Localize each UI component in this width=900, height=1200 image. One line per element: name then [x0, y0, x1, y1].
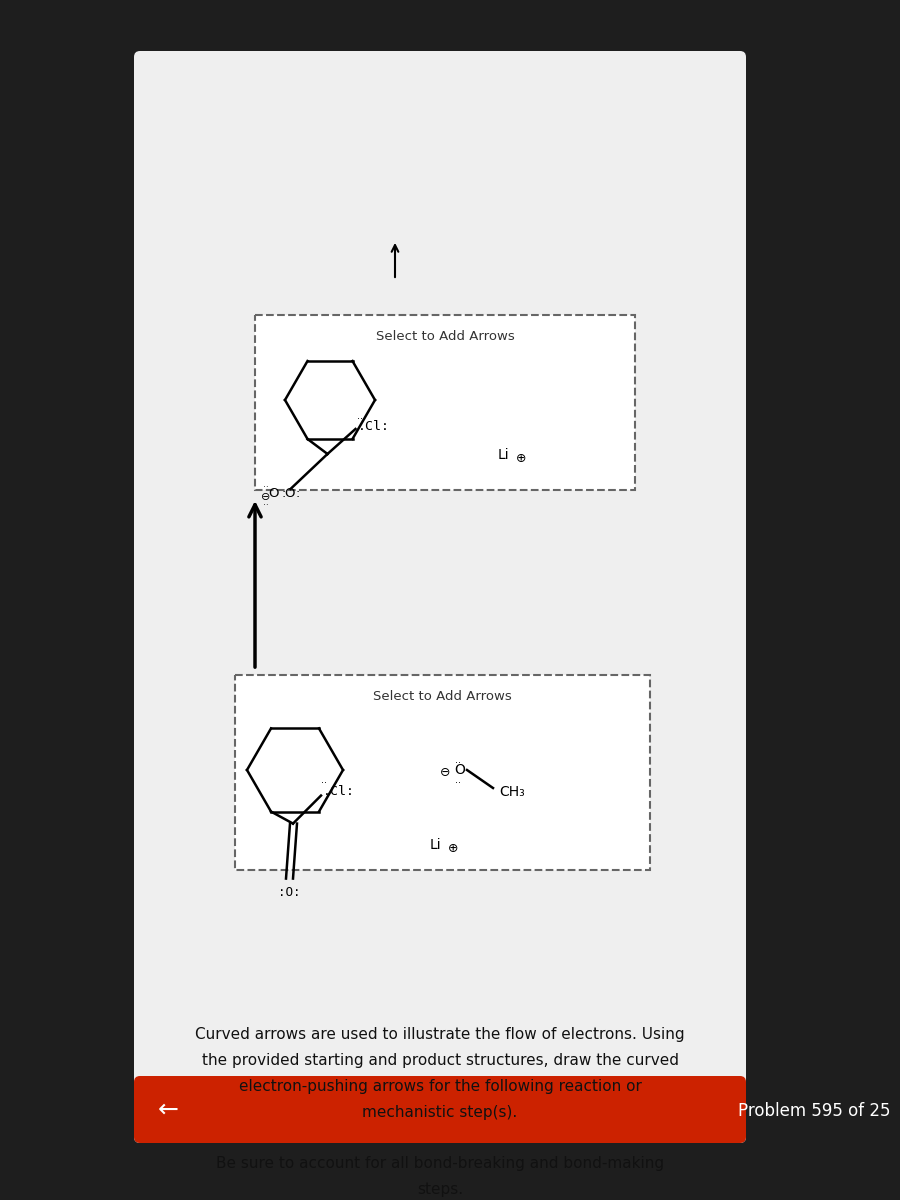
FancyBboxPatch shape — [134, 50, 746, 1142]
Text: .Cl:: .Cl: — [357, 420, 390, 433]
Text: ..: .. — [321, 774, 327, 785]
Text: Curved arrows are used to illustrate the flow of electrons. Using: Curved arrows are used to illustrate the… — [195, 1027, 685, 1042]
Text: O: O — [454, 763, 465, 778]
Text: Select to Add Arrows: Select to Add Arrows — [374, 690, 512, 703]
Text: O: O — [284, 487, 295, 500]
Text: Select to Add Arrows: Select to Add Arrows — [375, 330, 515, 343]
Text: ←: ← — [158, 1098, 179, 1122]
Text: ..: .. — [455, 775, 461, 785]
Text: ..: .. — [455, 755, 461, 766]
Text: :O:: :O: — [278, 886, 301, 899]
Text: ..: .. — [263, 498, 268, 508]
Text: .Cl:: .Cl: — [323, 785, 355, 798]
Text: Be sure to account for all bond-breaking and bond-making: Be sure to account for all bond-breaking… — [216, 1156, 664, 1171]
Bar — [235, 674, 650, 870]
Text: O: O — [268, 487, 279, 500]
Text: ⊕: ⊕ — [516, 451, 526, 464]
Text: ⊖: ⊖ — [440, 766, 450, 779]
FancyBboxPatch shape — [134, 1076, 746, 1142]
Text: CH₃: CH₃ — [499, 785, 525, 799]
Text: electron-pushing arrows for the following reaction or: electron-pushing arrows for the followin… — [238, 1079, 642, 1094]
Text: ..: .. — [263, 480, 268, 490]
Text: :: : — [282, 487, 285, 500]
Text: :: : — [295, 487, 300, 500]
Text: ⊖: ⊖ — [261, 492, 270, 502]
Text: steps.: steps. — [417, 1182, 464, 1198]
Bar — [255, 314, 635, 490]
Text: ⊕: ⊕ — [448, 841, 458, 854]
Text: Li: Li — [498, 448, 509, 462]
Text: the provided starting and product structures, draw the curved: the provided starting and product struct… — [202, 1054, 679, 1068]
Text: ..: .. — [356, 410, 363, 421]
Bar — [140, 1090, 740, 1138]
Text: Li: Li — [430, 838, 442, 852]
Text: mechanistic step(s).: mechanistic step(s). — [363, 1105, 518, 1120]
Text: Problem 595 of 25: Problem 595 of 25 — [737, 1103, 890, 1121]
